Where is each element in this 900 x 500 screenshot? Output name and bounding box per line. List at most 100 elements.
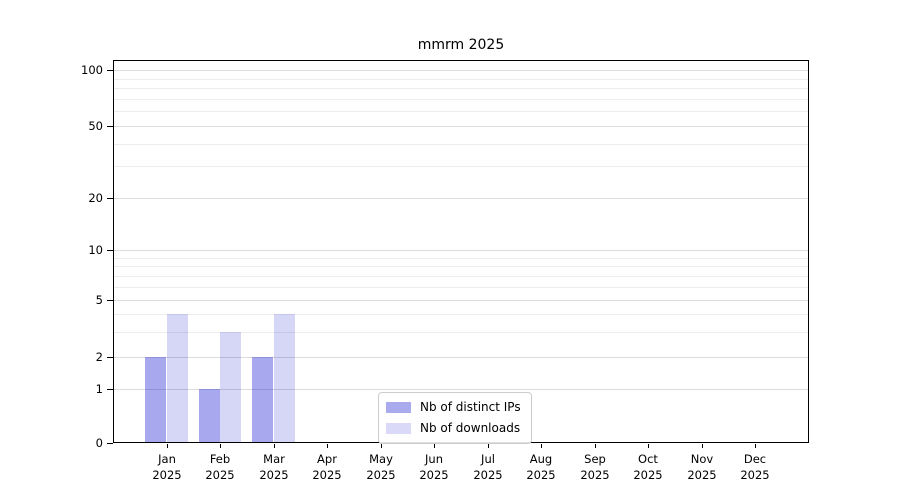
x-tick-year: 2025	[312, 468, 342, 482]
gridline-minor	[113, 258, 809, 259]
gridline-major	[113, 126, 809, 127]
x-tick-month: Sep	[584, 452, 606, 466]
y-tick-label: 5	[95, 293, 103, 307]
y-tick-label: 20	[88, 191, 103, 205]
x-tick-year: 2025	[259, 468, 289, 482]
x-tick-label-feb: Feb 2025	[188, 451, 252, 483]
y-tick-label: 0	[95, 436, 103, 450]
x-tick-label-aug: Aug 2025	[509, 451, 573, 483]
x-tick-mark	[541, 444, 542, 448]
gridline-minor	[113, 276, 809, 277]
x-tick-year: 2025	[526, 468, 556, 482]
y-tick-label: 10	[88, 243, 103, 257]
gridline-minor	[113, 166, 809, 167]
x-tick-label-may: May 2025	[349, 451, 413, 483]
x-tick-month: Oct	[638, 452, 658, 466]
x-tick-year: 2025	[580, 468, 610, 482]
gridline-minor	[113, 144, 809, 145]
y-tick-mark	[107, 126, 113, 127]
chart-title: mmrm 2025	[417, 37, 505, 53]
x-tick-mark	[381, 444, 382, 448]
x-tick-year: 2025	[473, 468, 503, 482]
x-tick-mark	[595, 444, 596, 448]
bar-distinct-ips-jan	[145, 357, 166, 443]
gridline-major	[113, 389, 809, 390]
x-tick-year: 2025	[633, 468, 663, 482]
legend-item-downloads: Nb of downloads	[386, 418, 521, 438]
x-tick-month: Jan	[158, 452, 176, 466]
x-tick-month: Nov	[690, 452, 714, 466]
y-tick-mark	[107, 357, 113, 358]
y-tick-label: 2	[95, 350, 103, 364]
gridline-minor	[113, 332, 809, 333]
legend-swatch-downloads	[386, 422, 411, 434]
y-tick-label: 50	[88, 119, 103, 133]
x-tick-year: 2025	[687, 468, 717, 482]
x-tick-month: Aug	[529, 452, 553, 466]
gridline-minor	[113, 79, 809, 80]
x-tick-label-jun: Jun 2025	[402, 451, 466, 483]
x-tick-month: Jun	[425, 452, 443, 466]
x-tick-month: May	[369, 452, 393, 466]
x-tick-mark	[434, 444, 435, 448]
x-tick-mark	[274, 444, 275, 448]
y-tick-label: 100	[81, 63, 103, 77]
y-tick-mark	[107, 70, 113, 71]
gridline-major	[113, 70, 809, 71]
x-tick-label-jan: Jan 2025	[135, 451, 199, 483]
legend-swatch-distinct-ips	[386, 401, 411, 413]
bar-downloads-mar	[274, 314, 295, 443]
x-tick-mark	[755, 444, 756, 448]
legend-label-downloads: Nb of downloads	[420, 421, 521, 435]
x-tick-year: 2025	[366, 468, 396, 482]
gridline-major	[113, 198, 809, 199]
bar-distinct-ips-feb	[199, 389, 220, 443]
y-tick-mark	[107, 300, 113, 301]
legend-item-distinct-ips: Nb of distinct IPs	[386, 397, 521, 417]
x-tick-mark	[488, 444, 489, 448]
bar-layer	[113, 60, 809, 443]
gridline-major	[113, 250, 809, 251]
bar-downloads-feb	[220, 332, 241, 443]
x-tick-month: Mar	[263, 452, 285, 466]
gridline-minor	[113, 111, 809, 112]
x-tick-year: 2025	[419, 468, 449, 482]
x-tick-mark	[167, 444, 168, 448]
x-tick-month: Dec	[743, 452, 767, 466]
gridline-major	[113, 300, 809, 301]
y-tick-mark	[107, 250, 113, 251]
x-tick-label-nov: Nov 2025	[670, 451, 734, 483]
gridline-minor	[113, 99, 809, 100]
gridline-minor	[113, 314, 809, 315]
bar-distinct-ips-mar	[252, 357, 273, 443]
x-tick-month: Feb	[209, 452, 231, 466]
y-tick-mark	[107, 389, 113, 390]
x-tick-year: 2025	[740, 468, 770, 482]
x-tick-label-oct: Oct 2025	[616, 451, 680, 483]
x-tick-month: Jul	[481, 452, 495, 466]
bar-downloads-jan	[167, 314, 188, 443]
x-tick-mark	[648, 444, 649, 448]
x-tick-mark	[220, 444, 221, 448]
y-tick-mark	[107, 443, 113, 444]
gridline-minor	[113, 266, 809, 267]
x-tick-mark	[702, 444, 703, 448]
x-tick-mark	[327, 444, 328, 448]
x-tick-label-apr: Apr 2025	[295, 451, 359, 483]
gridline-minor	[113, 287, 809, 288]
x-tick-label-sep: Sep 2025	[563, 451, 627, 483]
x-tick-year: 2025	[152, 468, 182, 482]
legend: Nb of distinct IPs Nb of downloads	[378, 392, 532, 444]
gridline-major	[113, 357, 809, 358]
x-tick-label-mar: Mar 2025	[242, 451, 306, 483]
grid-layer	[113, 60, 809, 443]
y-tick-label: 1	[95, 382, 103, 396]
gridline-minor	[113, 88, 809, 89]
legend-label-distinct-ips: Nb of distinct IPs	[420, 400, 521, 414]
x-tick-month: Apr	[317, 452, 337, 466]
x-tick-label-dec: Dec 2025	[723, 451, 787, 483]
x-tick-year: 2025	[205, 468, 235, 482]
x-tick-label-jul: Jul 2025	[456, 451, 520, 483]
y-tick-mark	[107, 198, 113, 199]
